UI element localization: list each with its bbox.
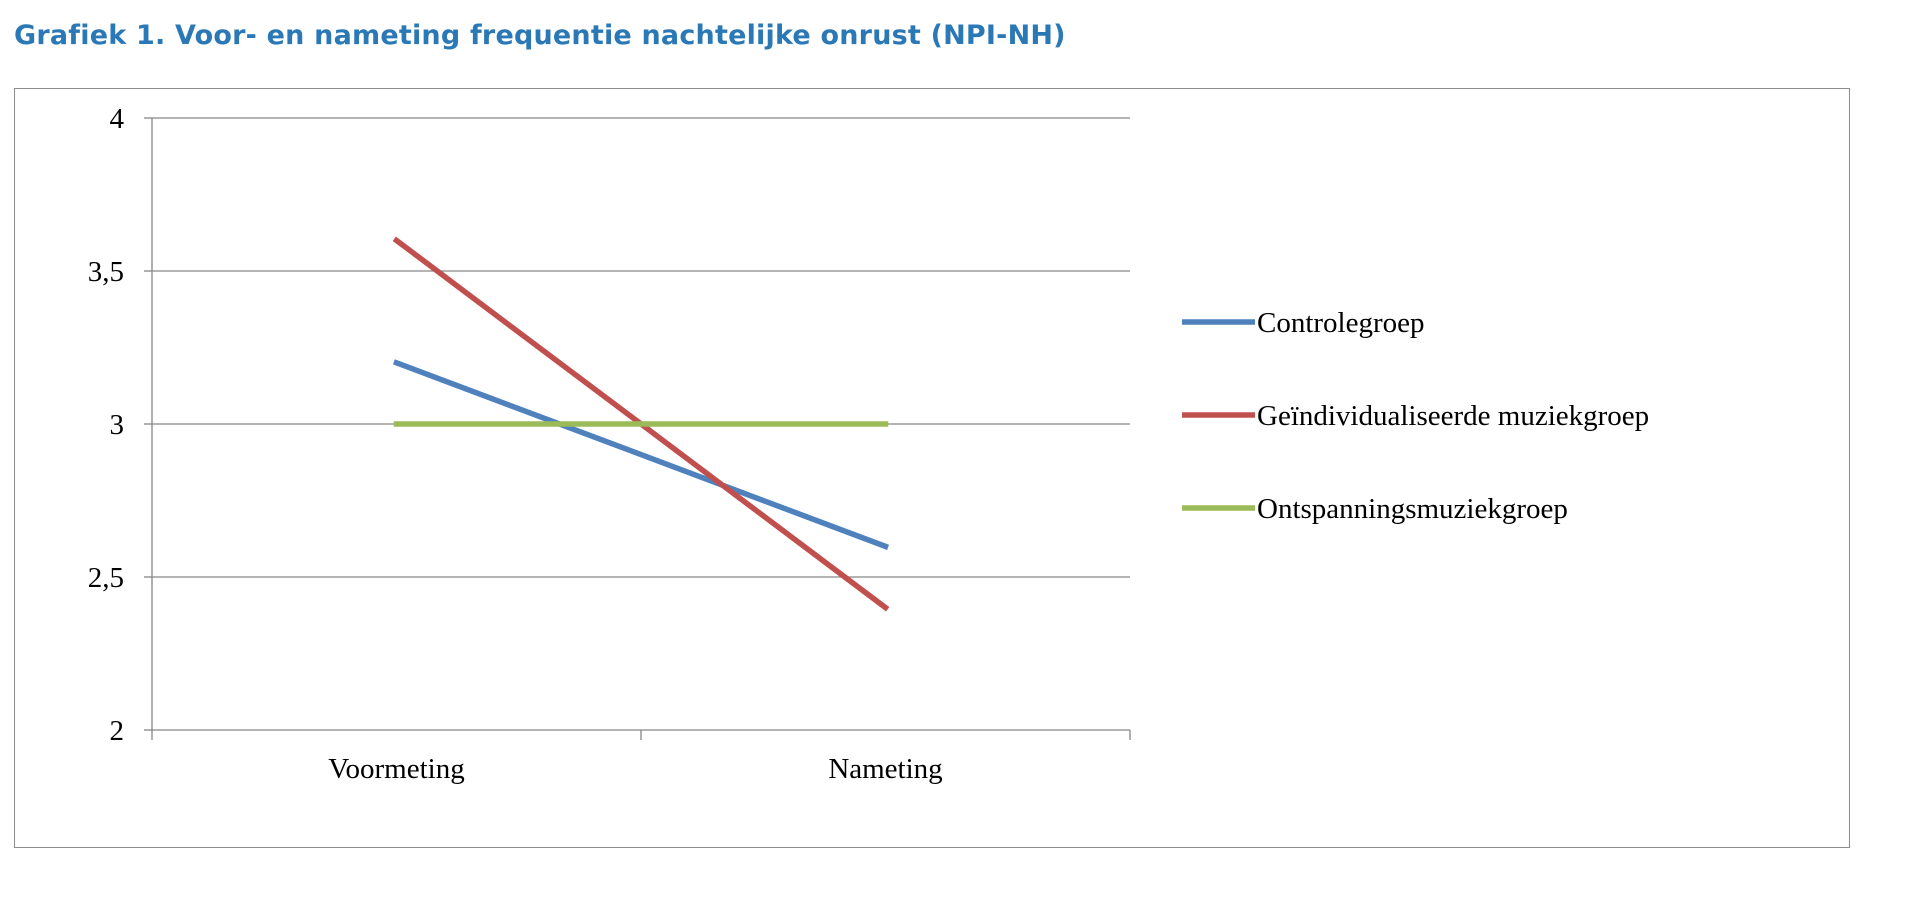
- y-tick-label: 4: [110, 103, 125, 135]
- y-tick-label: 3: [110, 409, 125, 441]
- x-category-label: Nameting: [828, 753, 942, 785]
- series-line-1: [392, 359, 890, 550]
- gridlines: [152, 117, 1130, 578]
- legend-label-1: Controlegroep: [1257, 307, 1425, 339]
- legend: Controlegroep Geïndividualiseerde muziekg…: [1182, 307, 1649, 525]
- y-tick-label: 2,5: [88, 562, 124, 594]
- series-lines: [392, 236, 890, 612]
- chart-title: Grafiek 1. Voor- en nameting frequentie …: [14, 20, 1066, 51]
- chart-frame: [14, 88, 1850, 848]
- legend-label-2: Geïndividualiseerde muziekgroep: [1257, 400, 1649, 432]
- y-tick-label: 2: [110, 715, 125, 747]
- axes: 2 2,5 3 3,5 4 Voormeting Nameting: [88, 103, 1131, 785]
- legend-label-3: Ontspanningsmuziekgroep: [1257, 493, 1568, 525]
- x-category-label: Voormeting: [328, 753, 464, 785]
- y-tick-label: 3,5: [88, 256, 124, 288]
